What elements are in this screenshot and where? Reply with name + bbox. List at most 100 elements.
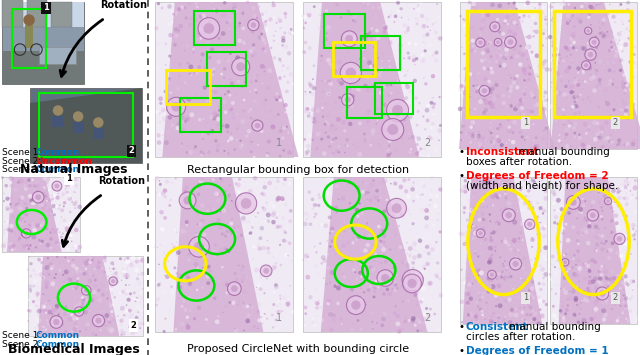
Circle shape (329, 245, 332, 248)
Circle shape (250, 151, 253, 153)
Circle shape (131, 330, 135, 335)
Circle shape (461, 304, 463, 306)
Circle shape (406, 70, 408, 72)
Circle shape (65, 188, 66, 189)
Circle shape (588, 322, 589, 323)
Circle shape (572, 125, 577, 130)
Circle shape (193, 262, 198, 267)
Circle shape (345, 144, 346, 146)
Circle shape (617, 142, 621, 146)
Circle shape (263, 318, 265, 320)
Circle shape (189, 310, 191, 312)
Circle shape (595, 316, 596, 318)
Circle shape (574, 214, 578, 217)
Circle shape (202, 153, 205, 155)
Circle shape (73, 202, 77, 206)
Circle shape (524, 15, 525, 16)
Circle shape (622, 86, 627, 91)
Circle shape (598, 106, 600, 108)
Circle shape (595, 288, 598, 291)
Circle shape (283, 230, 287, 234)
Circle shape (135, 316, 138, 320)
Circle shape (499, 256, 501, 258)
Circle shape (462, 185, 467, 189)
Circle shape (605, 277, 609, 280)
Circle shape (351, 261, 354, 263)
Circle shape (204, 263, 206, 266)
Circle shape (420, 135, 422, 137)
Circle shape (63, 219, 67, 222)
Circle shape (524, 307, 525, 308)
Circle shape (19, 198, 22, 201)
Circle shape (463, 185, 468, 189)
Circle shape (220, 59, 221, 60)
Circle shape (458, 87, 463, 92)
Circle shape (481, 252, 484, 255)
Circle shape (243, 58, 245, 60)
Circle shape (366, 222, 368, 224)
Circle shape (614, 128, 616, 131)
Circle shape (111, 268, 113, 269)
Circle shape (472, 196, 474, 198)
Circle shape (308, 295, 312, 299)
Circle shape (555, 80, 556, 81)
Circle shape (72, 316, 77, 321)
Circle shape (252, 6, 255, 10)
Circle shape (610, 40, 612, 43)
Circle shape (629, 19, 632, 22)
Bar (166, 70, 210, 104)
Circle shape (516, 287, 520, 292)
Circle shape (159, 210, 164, 214)
Circle shape (541, 85, 545, 88)
Circle shape (496, 44, 498, 46)
Circle shape (611, 241, 614, 245)
Circle shape (580, 46, 585, 50)
Circle shape (155, 295, 157, 296)
Circle shape (625, 11, 627, 13)
Circle shape (378, 261, 381, 264)
Bar (2, 51, 84, 84)
Circle shape (477, 305, 479, 307)
Circle shape (75, 297, 77, 299)
Circle shape (278, 225, 282, 229)
Circle shape (108, 318, 110, 321)
Circle shape (272, 303, 275, 306)
Circle shape (202, 133, 204, 136)
Circle shape (49, 231, 52, 234)
Circle shape (624, 306, 628, 310)
Circle shape (591, 279, 595, 284)
Circle shape (251, 226, 252, 227)
Circle shape (24, 185, 26, 186)
Circle shape (328, 215, 332, 219)
Circle shape (333, 69, 338, 74)
Circle shape (210, 73, 214, 77)
Circle shape (249, 91, 251, 93)
Circle shape (270, 77, 271, 78)
Circle shape (124, 265, 127, 268)
Circle shape (596, 69, 598, 71)
Circle shape (236, 45, 237, 46)
Circle shape (521, 17, 522, 18)
Text: Inconsistent: Inconsistent (466, 147, 538, 157)
Circle shape (80, 305, 85, 310)
Circle shape (471, 4, 474, 7)
Circle shape (103, 310, 106, 313)
Circle shape (366, 120, 370, 124)
Circle shape (90, 309, 92, 312)
Text: Rotation: Rotation (100, 0, 147, 10)
Circle shape (503, 240, 508, 244)
Circle shape (323, 258, 327, 263)
Circle shape (365, 39, 367, 41)
Circle shape (31, 202, 35, 206)
Circle shape (55, 273, 57, 275)
Circle shape (84, 328, 88, 331)
Circle shape (623, 262, 625, 263)
Circle shape (63, 206, 65, 207)
Circle shape (563, 3, 566, 6)
Circle shape (238, 203, 243, 208)
Circle shape (39, 274, 42, 277)
Circle shape (211, 118, 215, 121)
Circle shape (194, 242, 204, 252)
Circle shape (237, 39, 242, 43)
Circle shape (470, 27, 473, 29)
